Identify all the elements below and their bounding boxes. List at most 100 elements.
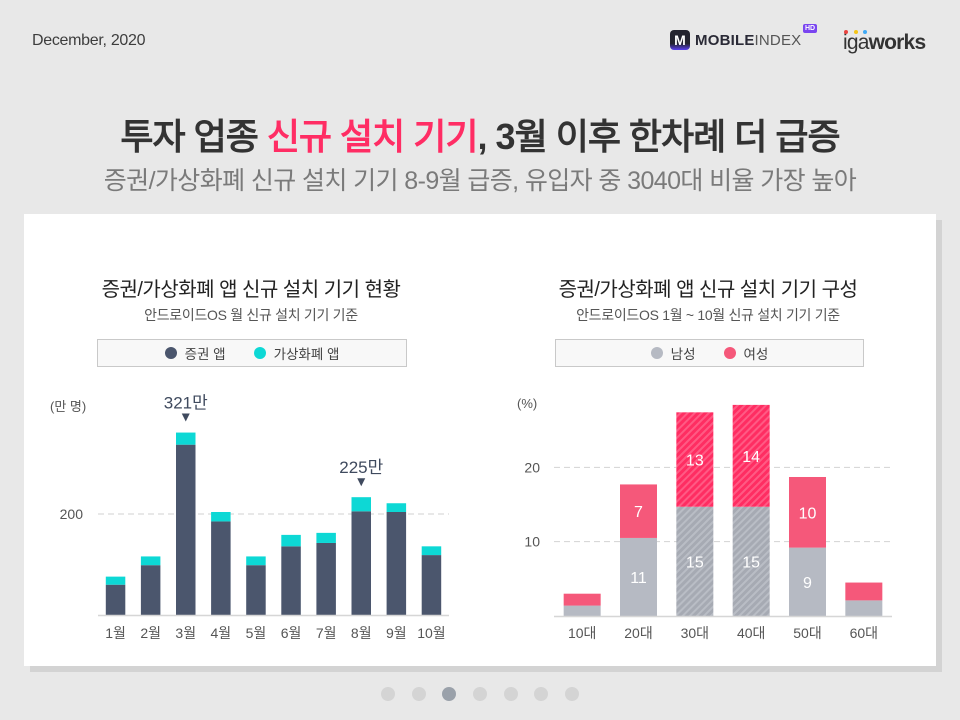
hd-badge: HD: [803, 24, 818, 33]
y-tick-label: 200: [60, 506, 84, 522]
bar-segment: [316, 532, 336, 543]
y-tick-label: 20: [524, 459, 540, 475]
bar-segment: [211, 511, 231, 522]
bar-segment: [105, 576, 126, 585]
mobileindex-logo: M MOBILE INDEX HD: [670, 24, 818, 51]
right-chart-legend: 남성 여성: [555, 339, 864, 367]
bar-stack: [316, 532, 336, 615]
bar-segment: [176, 432, 196, 445]
x-tick-label: 8월: [351, 625, 372, 641]
left-chart-plot: (만 명) 200 1월 2월 3월 4월 5월 6월 7월 8월 9월 10월 321만 225만: [50, 394, 449, 641]
page-title-pre: 투자 업종: [120, 116, 267, 157]
bar-segment: [140, 565, 161, 615]
bar-segment: [211, 521, 231, 615]
x-tick-label: 10대: [568, 625, 596, 641]
bar-stack: [176, 432, 196, 615]
pagination-dot-4[interactable]: [473, 687, 488, 701]
x-tick-label: 7월: [316, 625, 337, 641]
x-tick-label: 10월: [417, 625, 445, 641]
x-tick-label: 50대: [793, 625, 821, 641]
bar-segment: [732, 506, 770, 616]
bar-value-label: 13: [686, 453, 704, 470]
bar-stack: [421, 546, 442, 615]
bar-segment: [845, 600, 883, 616]
x-tick-label: 20대: [624, 625, 652, 641]
bar-value-label: 9: [803, 575, 812, 592]
igaworks-logo-light-text: iga: [843, 31, 869, 54]
report-date: December, 2020: [32, 32, 146, 49]
legend-dot-male-icon: [650, 347, 663, 359]
down-triangle-icon: [181, 413, 190, 422]
bar-stack: [105, 576, 126, 615]
pagination-dot-5[interactable]: [503, 687, 518, 701]
bar-segment: [620, 537, 657, 616]
page-subtitle: 증권/가상화폐 신규 설치 기기 8-9월 급증, 유입자 중 3040대 비율…: [103, 167, 857, 195]
igaworks-dot-blue-icon: [863, 30, 867, 34]
bar-value-label: 15: [686, 554, 704, 571]
legend-dot-female-icon: [723, 347, 736, 359]
bar-segment: [281, 546, 301, 615]
bar-segment: [732, 404, 770, 507]
bar-segment: [421, 555, 442, 615]
bar-segment: [316, 542, 336, 615]
bar-stack: [351, 497, 371, 615]
y-axis-unit-label: (%): [517, 396, 537, 411]
pagination-dot-2[interactable]: [411, 687, 426, 701]
bar-segment: [351, 511, 371, 615]
bar-segment: [386, 503, 407, 512]
legend-label: 가상화폐 앱: [273, 347, 340, 362]
legend-dot-securities-icon: [164, 347, 177, 359]
y-tick-label: 10: [524, 534, 540, 550]
bar-stack: [211, 511, 231, 615]
x-tick-label: 3월: [175, 625, 196, 641]
bar-segment: [421, 546, 442, 556]
mobileindex-m-icon: M: [670, 30, 690, 50]
pagination-dot-6[interactable]: [534, 687, 549, 701]
pagination-dots: [381, 687, 580, 701]
bar-segment: [845, 582, 883, 601]
pagination-dot-1[interactable]: [381, 687, 395, 701]
x-tick-label: 60대: [850, 625, 878, 641]
bar-segment: [620, 484, 657, 538]
page-title-post: , 3월 이후 한차례 더 급증: [477, 116, 841, 157]
x-tick-label: 4월: [211, 625, 232, 641]
left-chart-legend: 증권 앱 가상화폐 앱: [97, 339, 407, 367]
left-chart-title: 증권/가상화폐 앱 신규 설치 기기 현황: [101, 279, 401, 301]
x-tick-label: 1월: [105, 625, 126, 641]
x-tick-label: 5월: [246, 625, 267, 641]
bar-stack: [246, 556, 266, 615]
pagination-dot-7[interactable]: [565, 687, 580, 701]
bar-value-label: 15: [742, 554, 760, 571]
page-title-highlight: 신규 설치 기기: [266, 116, 479, 157]
x-tick-label: 2월: [140, 625, 161, 641]
x-tick-label: 30대: [681, 625, 709, 641]
bar-segment: [176, 444, 196, 615]
legend-label: 남성: [670, 347, 696, 362]
bar-stack: 9 10: [789, 476, 826, 616]
bar-segment: [246, 565, 266, 615]
bar-segment: [563, 605, 601, 616]
igaworks-dot-red-icon: [844, 30, 848, 34]
legend-item-securities-app: 증권 앱: [164, 343, 226, 363]
y-axis-unit-label: (만 명): [50, 399, 86, 414]
bar-value-label: 14: [742, 449, 760, 466]
peak-annotation-label: 321만: [164, 394, 208, 413]
bar-stack: 11 7: [620, 484, 657, 616]
page-title: 투자 업종 신규 설치 기기, 3월 이후 한차례 더 급증: [0, 108, 960, 160]
bar-value-label: 11: [630, 570, 647, 587]
bar-segment: [105, 584, 126, 615]
bar-value-label: 7: [634, 504, 643, 521]
bar-value-label: 10: [799, 505, 817, 522]
x-tick-label: 6월: [281, 625, 302, 641]
igaworks-logo: igaworks: [843, 30, 926, 55]
peak-annotation-label: 225만: [339, 458, 383, 477]
bar-stack: [281, 534, 301, 615]
bar-stack: [563, 593, 601, 616]
bar-segment: [386, 511, 407, 615]
pagination-dot-3[interactable]: [442, 687, 457, 701]
bar-segment: [281, 534, 301, 547]
igaworks-dot-yellow-icon: [854, 30, 858, 34]
